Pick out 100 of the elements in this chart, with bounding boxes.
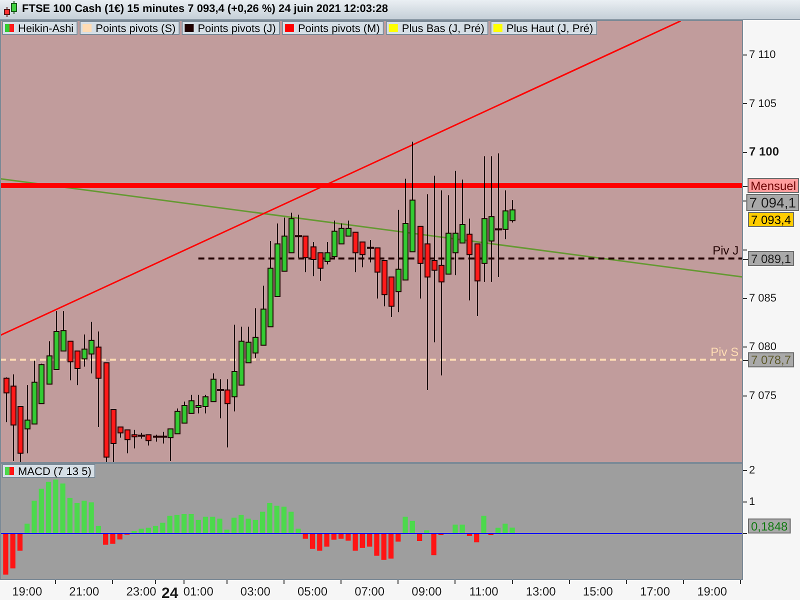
legend-label: Heikin-Ashi xyxy=(18,23,74,36)
annotation: 7 089,1 xyxy=(751,252,792,266)
bar xyxy=(416,534,422,541)
bar xyxy=(10,534,16,568)
bar xyxy=(182,514,187,533)
bar xyxy=(310,534,316,549)
bar xyxy=(110,534,116,544)
x-tick-label: 13:00 xyxy=(526,584,556,599)
bar xyxy=(474,534,480,542)
bar xyxy=(288,512,294,533)
y-tick-label: 7 105 xyxy=(749,98,777,110)
bar xyxy=(302,534,308,539)
y-tick-label: 1 xyxy=(749,496,756,508)
bar xyxy=(167,516,172,533)
bar xyxy=(210,516,216,533)
bar xyxy=(346,534,351,541)
bar xyxy=(231,518,237,533)
legend-label: Plus Bas (J, Pré) xyxy=(402,23,484,36)
x-tick-label: 24 xyxy=(161,585,179,600)
y-tick-label: 7 080 xyxy=(749,341,777,354)
x-tick-label: 21:00 xyxy=(69,584,100,599)
bar xyxy=(3,534,8,575)
bar xyxy=(252,520,258,533)
x-tick-label: 07:00 xyxy=(354,584,385,599)
text: 7 093,4 xyxy=(751,212,792,227)
chart-title: FTSE 100 Cash (1€) 15 minutes 7 093,4 (+0,26 %) 24 juin 2021 12:03:28 xyxy=(22,3,388,15)
bar xyxy=(17,534,23,551)
bar xyxy=(146,528,151,533)
bar xyxy=(360,534,366,548)
bar xyxy=(88,502,94,533)
y-tick-label: 7 075 xyxy=(749,390,777,402)
bar xyxy=(267,502,272,533)
bar xyxy=(160,522,166,533)
bar xyxy=(74,502,80,533)
bar xyxy=(460,524,465,533)
bar xyxy=(374,534,380,556)
bar xyxy=(410,520,415,533)
bar xyxy=(138,528,144,533)
x-tick-label: 15:00 xyxy=(582,584,614,599)
legend-label: Points pivots (S) xyxy=(96,23,176,36)
bar xyxy=(238,514,244,533)
x-tick-label: 01:00 xyxy=(183,584,214,599)
bar xyxy=(281,506,287,533)
bar xyxy=(196,520,201,533)
bar xyxy=(452,524,458,533)
legend-label: Plus Haut (J, Pré) xyxy=(506,23,594,36)
bar xyxy=(367,534,372,547)
bar xyxy=(188,514,194,533)
bar xyxy=(502,524,508,533)
bar xyxy=(103,534,108,545)
x-tick-label: 11:00 xyxy=(469,584,499,599)
bar xyxy=(38,488,44,533)
bar xyxy=(396,534,401,542)
bar xyxy=(32,500,37,533)
bar xyxy=(424,530,430,533)
bar xyxy=(24,524,30,533)
bar xyxy=(67,498,72,533)
bar xyxy=(324,534,330,547)
y-tick-label: 7 100 xyxy=(749,144,780,159)
bar xyxy=(260,512,266,533)
legend-label: Points pivots (J) xyxy=(198,23,276,36)
bar xyxy=(174,514,180,533)
legend-label: MACD (7 13 5) xyxy=(18,466,92,478)
bar xyxy=(331,534,336,540)
x-tick-label: 05:00 xyxy=(298,584,328,599)
bar xyxy=(53,480,58,533)
x-tick-label: 03:00 xyxy=(240,584,271,599)
x-tick-label: 17:00 xyxy=(640,584,670,599)
annotation: Piv J xyxy=(712,244,739,258)
bar xyxy=(495,528,501,533)
bar xyxy=(224,530,230,533)
bar xyxy=(246,518,251,533)
text: 0,1848 xyxy=(751,519,788,534)
bar xyxy=(388,534,394,559)
bar xyxy=(117,534,122,540)
bar xyxy=(317,534,322,551)
bar xyxy=(82,500,87,533)
legend-label: Points pivots (M) xyxy=(298,23,380,36)
y-tick-label: 2 xyxy=(749,464,756,477)
bar xyxy=(274,506,280,533)
bar xyxy=(296,528,301,533)
annotation: 7 078,7 xyxy=(751,353,792,368)
x-tick-label: 23:00 xyxy=(126,584,157,599)
bar xyxy=(338,534,344,539)
bar xyxy=(402,516,408,533)
x-tick-label: 09:00 xyxy=(412,584,442,599)
bar xyxy=(60,483,66,533)
bar xyxy=(96,526,102,533)
bar xyxy=(481,516,486,533)
y-tick-label: 7 085 xyxy=(749,292,777,304)
bar xyxy=(217,518,222,533)
bar xyxy=(202,516,208,533)
bar xyxy=(510,528,515,533)
bar xyxy=(352,534,358,551)
annotation: Mensuel xyxy=(750,178,796,193)
bar xyxy=(152,526,158,533)
x-tick-label: 19:00 xyxy=(697,584,728,599)
bar xyxy=(381,534,386,560)
text: 7 094,1 xyxy=(749,194,796,210)
annotation: Piv S xyxy=(710,344,739,359)
